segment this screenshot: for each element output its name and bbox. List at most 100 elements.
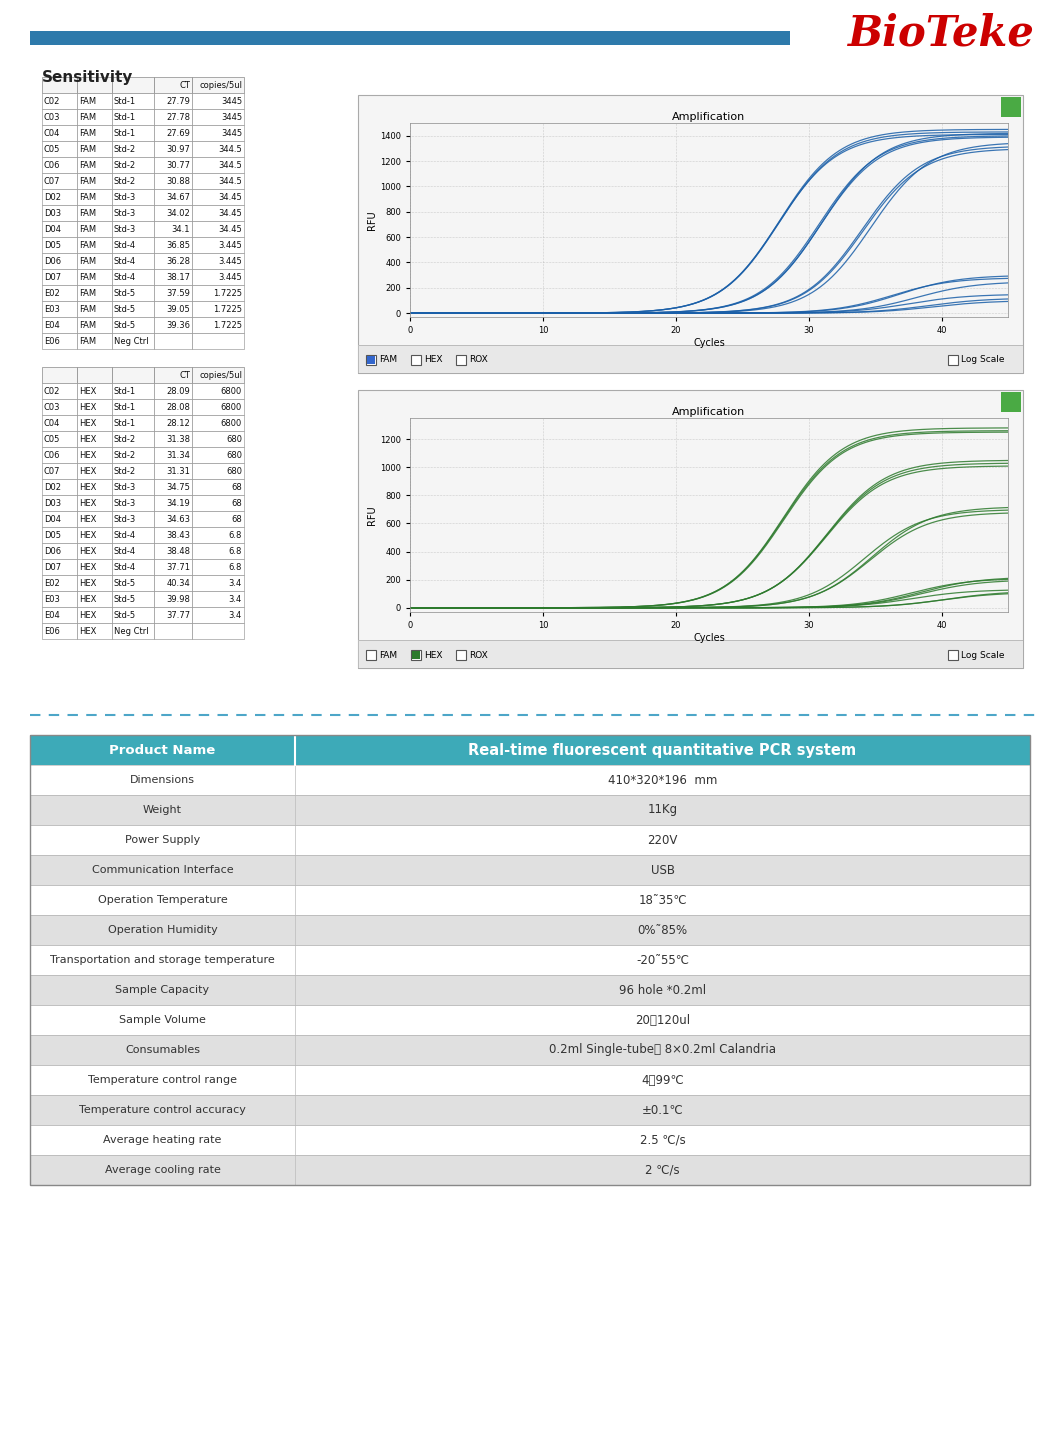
Bar xyxy=(154,607,192,623)
Bar xyxy=(112,591,154,607)
Text: 1.7225: 1.7225 xyxy=(213,321,242,329)
Bar xyxy=(154,301,192,316)
Text: Transportation and storage temperature: Transportation and storage temperature xyxy=(50,955,275,965)
Text: 68: 68 xyxy=(231,514,242,523)
Text: ROX: ROX xyxy=(469,650,488,659)
X-axis label: Cycles: Cycles xyxy=(693,633,725,643)
Bar xyxy=(30,915,1030,945)
Bar xyxy=(192,399,244,415)
Text: USB: USB xyxy=(651,864,674,877)
Bar xyxy=(42,126,77,142)
Bar xyxy=(411,355,421,366)
Text: E03: E03 xyxy=(45,305,59,314)
Text: HEX: HEX xyxy=(80,467,96,475)
Text: E02: E02 xyxy=(45,578,59,588)
Bar xyxy=(154,332,192,350)
Text: CT: CT xyxy=(179,81,190,90)
Bar xyxy=(358,345,1023,373)
Text: C03: C03 xyxy=(45,403,60,412)
Text: HEX: HEX xyxy=(80,594,96,604)
Y-axis label: RFU: RFU xyxy=(367,506,377,525)
Bar xyxy=(192,142,244,158)
Bar xyxy=(77,316,112,332)
Bar xyxy=(358,640,1023,668)
Text: Std-1: Std-1 xyxy=(114,97,136,105)
Bar xyxy=(77,285,112,301)
Bar xyxy=(112,237,154,253)
Bar xyxy=(112,77,154,92)
Bar xyxy=(30,736,1030,1185)
Bar xyxy=(154,126,192,142)
Bar xyxy=(42,285,77,301)
Text: 680: 680 xyxy=(226,451,242,460)
Bar xyxy=(112,367,154,383)
Bar xyxy=(154,383,192,399)
Text: Temperature control accuracy: Temperature control accuracy xyxy=(80,1105,246,1116)
Text: 1.7225: 1.7225 xyxy=(213,289,242,298)
Text: C03: C03 xyxy=(45,113,60,121)
Bar xyxy=(42,415,77,431)
Text: Std-3: Std-3 xyxy=(114,208,137,218)
Text: FAM: FAM xyxy=(80,240,96,250)
Text: Temperature control range: Temperature control range xyxy=(88,1075,237,1085)
Bar xyxy=(112,126,154,142)
Bar xyxy=(77,478,112,496)
Bar xyxy=(77,447,112,462)
Bar xyxy=(366,355,376,366)
Bar xyxy=(192,158,244,173)
Text: D04: D04 xyxy=(45,224,61,234)
Title: Amplification: Amplification xyxy=(672,407,745,418)
Text: Std-5: Std-5 xyxy=(114,610,136,620)
Text: Std-2: Std-2 xyxy=(114,451,136,460)
Text: 6.8: 6.8 xyxy=(229,530,242,539)
Text: HEX: HEX xyxy=(80,499,96,507)
Bar xyxy=(77,559,112,575)
Text: 38.17: 38.17 xyxy=(166,273,190,282)
Bar xyxy=(154,173,192,189)
Text: 2 ℃/s: 2 ℃/s xyxy=(646,1163,679,1176)
Bar xyxy=(77,301,112,316)
Text: 0.2ml Single-tube、 8×0.2ml Calandria: 0.2ml Single-tube、 8×0.2ml Calandria xyxy=(549,1043,776,1056)
Text: Std-2: Std-2 xyxy=(114,435,136,444)
Bar xyxy=(192,301,244,316)
Bar xyxy=(154,431,192,447)
Text: 680: 680 xyxy=(226,435,242,444)
Text: C04: C04 xyxy=(45,419,60,428)
Text: Neg Ctrl: Neg Ctrl xyxy=(114,337,148,345)
Bar xyxy=(192,77,244,92)
Text: Std-1: Std-1 xyxy=(114,386,136,396)
Text: 27.79: 27.79 xyxy=(166,97,190,105)
Bar xyxy=(77,77,112,92)
Bar xyxy=(77,462,112,478)
Text: D05: D05 xyxy=(45,530,61,539)
Bar xyxy=(112,559,154,575)
Bar xyxy=(154,478,192,496)
Text: FAM: FAM xyxy=(80,129,96,137)
Text: D03: D03 xyxy=(45,208,61,218)
Bar xyxy=(154,269,192,285)
Text: Std-4: Std-4 xyxy=(114,546,136,555)
Bar xyxy=(112,142,154,158)
Bar xyxy=(154,559,192,575)
Bar xyxy=(112,607,154,623)
Bar xyxy=(77,623,112,639)
Bar xyxy=(192,92,244,108)
Bar xyxy=(154,527,192,543)
Text: Std-3: Std-3 xyxy=(114,499,137,507)
Bar xyxy=(42,92,77,108)
Bar xyxy=(154,158,192,173)
Bar xyxy=(30,764,1030,795)
Bar xyxy=(42,316,77,332)
Bar xyxy=(42,496,77,512)
Bar xyxy=(154,108,192,126)
Bar xyxy=(154,237,192,253)
Bar xyxy=(42,108,77,126)
Text: Std-4: Std-4 xyxy=(114,530,136,539)
Text: 220V: 220V xyxy=(648,834,677,847)
Text: HEX: HEX xyxy=(80,419,96,428)
Bar xyxy=(42,623,77,639)
Text: Std-3: Std-3 xyxy=(114,224,137,234)
Bar xyxy=(30,945,1030,975)
Text: 344.5: 344.5 xyxy=(218,176,242,185)
Text: 3.445: 3.445 xyxy=(218,273,242,282)
